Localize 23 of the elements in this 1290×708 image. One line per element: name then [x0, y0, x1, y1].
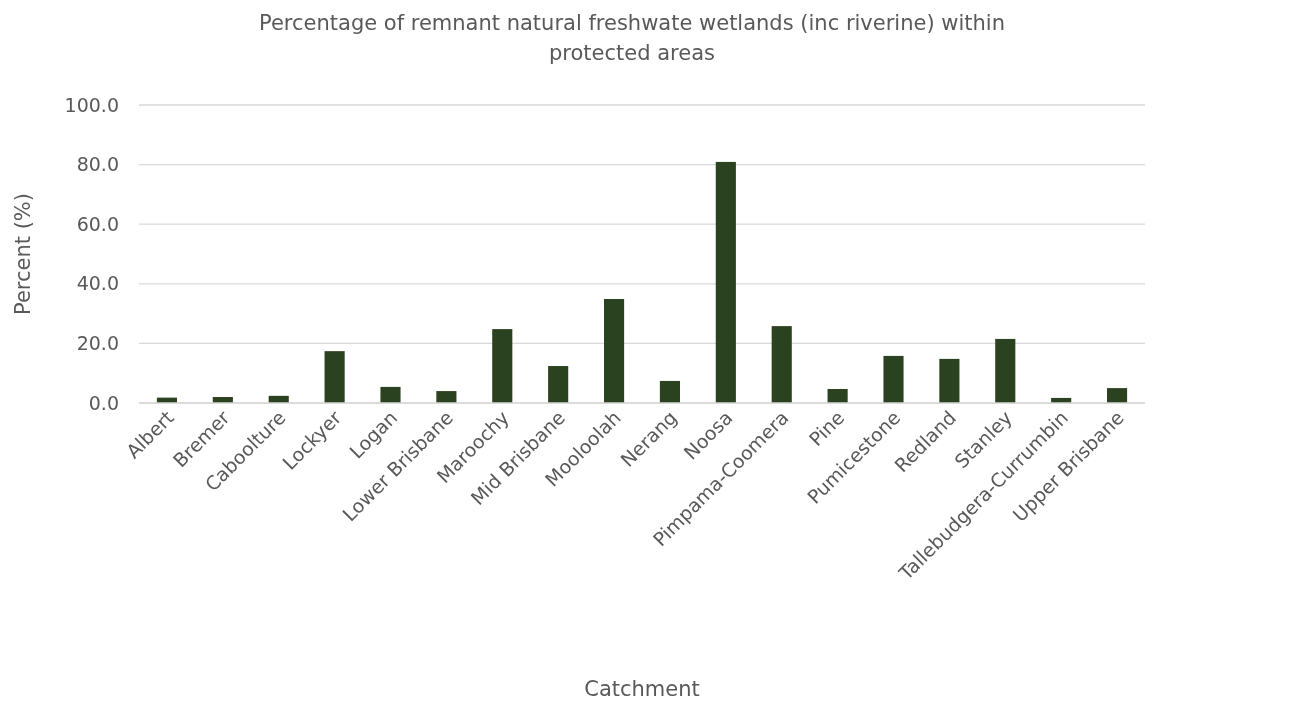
bar	[380, 386, 401, 403]
bar	[604, 299, 625, 403]
bar	[324, 351, 345, 403]
bar	[436, 391, 457, 403]
y-tick-label: 20.0	[76, 332, 119, 355]
bar	[492, 329, 513, 403]
bar	[659, 380, 680, 403]
bar	[995, 338, 1016, 403]
chart-title: Percentage of remnant natural freshwate wetlands (inc riverine) within protected areas	[259, 11, 1005, 65]
bar	[771, 326, 792, 403]
y-tick-label: 40.0	[76, 272, 119, 295]
y-tick-label: 60.0	[76, 212, 119, 235]
bar	[548, 366, 569, 403]
bar	[883, 355, 904, 403]
y-axis-title: Percent (%)	[11, 192, 35, 316]
y-tick-label: 80.0	[76, 153, 119, 176]
y-tick-label: 100.0	[64, 93, 119, 116]
x-axis-title: Catchment	[584, 677, 700, 701]
bar	[715, 161, 736, 403]
bar	[827, 388, 848, 403]
bar	[939, 358, 960, 403]
bar	[1107, 388, 1128, 403]
y-tick-label: 0.0	[88, 391, 119, 414]
